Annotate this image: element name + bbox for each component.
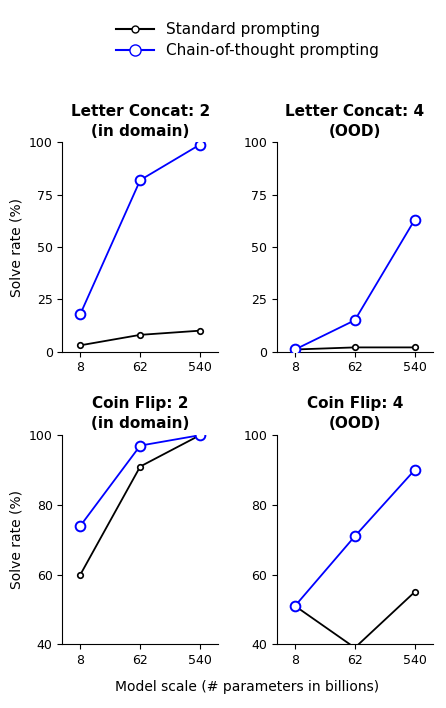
Y-axis label: Solve rate (%): Solve rate (%) xyxy=(9,490,23,589)
Title: Coin Flip: 2
(in domain): Coin Flip: 2 (in domain) xyxy=(91,396,190,431)
Title: Coin Flip: 4
(OOD): Coin Flip: 4 (OOD) xyxy=(307,396,403,431)
Text: Model scale (# parameters in billions): Model scale (# parameters in billions) xyxy=(116,680,380,694)
Y-axis label: Solve rate (%): Solve rate (%) xyxy=(9,198,23,297)
Legend: Standard prompting, Chain-of-thought prompting: Standard prompting, Chain-of-thought pro… xyxy=(116,22,379,58)
Title: Letter Concat: 2
(in domain): Letter Concat: 2 (in domain) xyxy=(70,103,210,139)
Title: Letter Concat: 4
(OOD): Letter Concat: 4 (OOD) xyxy=(285,103,425,139)
